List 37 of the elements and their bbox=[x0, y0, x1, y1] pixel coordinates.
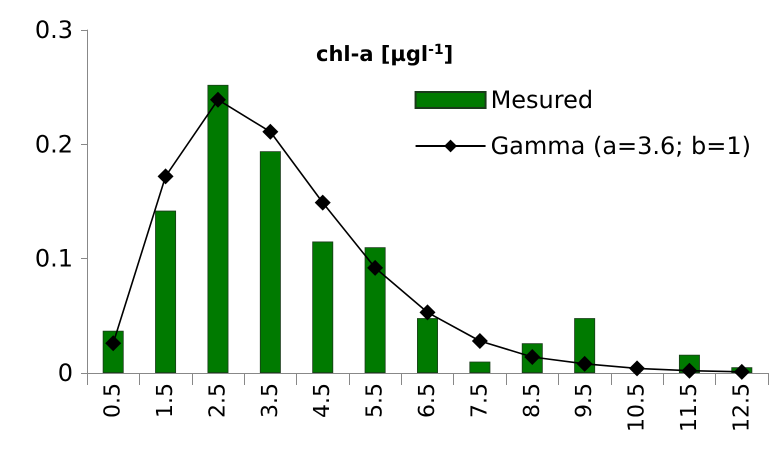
point bbox=[314, 194, 331, 211]
x-tick-label: 9.5 bbox=[572, 383, 598, 418]
x-tick-label: 2.5 bbox=[205, 383, 230, 418]
point bbox=[367, 260, 384, 276]
point bbox=[262, 124, 278, 140]
bar bbox=[260, 151, 281, 373]
point bbox=[472, 332, 488, 349]
bar bbox=[364, 247, 386, 373]
x-tick-label: 11.5 bbox=[676, 383, 702, 432]
y-tick-label: 0.1 bbox=[34, 244, 73, 273]
x-tick-label: 10.5 bbox=[624, 383, 650, 432]
point bbox=[210, 92, 226, 108]
point bbox=[420, 304, 436, 320]
x-tick-label: 5.5 bbox=[362, 383, 388, 418]
bar bbox=[469, 362, 490, 373]
bar bbox=[207, 84, 228, 373]
legend-label: Mesured bbox=[490, 86, 594, 114]
x-tick-label: 0.5 bbox=[100, 383, 126, 418]
x-tick-label: 1.5 bbox=[153, 383, 178, 418]
bar bbox=[155, 210, 176, 373]
y-tick-label: 0.3 bbox=[34, 16, 73, 44]
point bbox=[105, 335, 122, 352]
x-tick-label: 8.5 bbox=[520, 383, 545, 418]
x-tick-label: 12.5 bbox=[729, 383, 754, 432]
x-tick-label: 3.5 bbox=[258, 383, 283, 418]
point bbox=[576, 356, 593, 372]
y-tick-label: 0.2 bbox=[34, 130, 73, 158]
point bbox=[629, 360, 646, 376]
x-tick-label: 7.5 bbox=[467, 383, 492, 418]
x-tick-label: 6.5 bbox=[415, 383, 440, 418]
point bbox=[734, 364, 750, 380]
bar bbox=[312, 242, 334, 373]
point bbox=[158, 168, 174, 184]
legend-label: Gamma (a=3.6; b=1) bbox=[490, 132, 751, 160]
y-tick-label: 0 bbox=[58, 359, 73, 387]
x-tick-label: 4.5 bbox=[310, 383, 336, 418]
bar bbox=[417, 318, 438, 373]
